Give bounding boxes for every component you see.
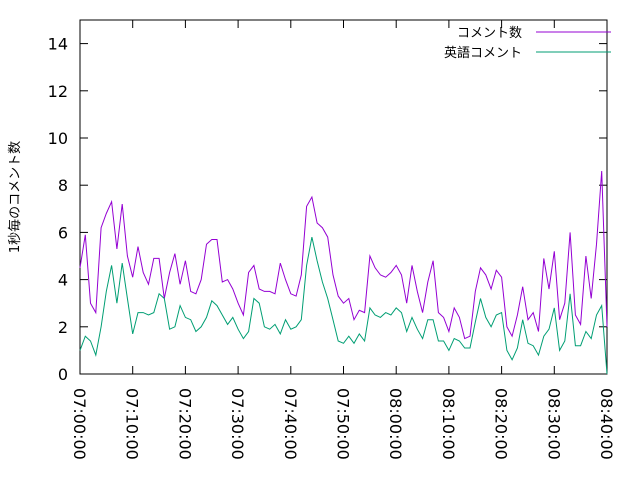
y-tick-label: 12 bbox=[48, 82, 68, 101]
x-tick-label: 07:20:00 bbox=[175, 388, 194, 460]
x-tick-label: 08:40:00 bbox=[597, 388, 616, 460]
y-tick-label: 2 bbox=[58, 318, 68, 337]
series-line-2 bbox=[79, 236, 608, 375]
y-tick-label: 14 bbox=[48, 35, 68, 54]
x-tick-label: 07:10:00 bbox=[123, 388, 142, 460]
y-tick-label: 6 bbox=[58, 223, 68, 242]
x-tick-label: 07:00:00 bbox=[70, 388, 89, 460]
y-tick-label: 4 bbox=[58, 271, 68, 290]
series-line-1 bbox=[79, 170, 608, 340]
x-tick-label: 08:20:00 bbox=[492, 388, 511, 460]
series-lines bbox=[79, 170, 608, 375]
y-tick-label: 0 bbox=[58, 365, 68, 384]
y-tick-label: 10 bbox=[48, 129, 68, 148]
legend-label-1: コメント数 bbox=[457, 26, 522, 41]
x-tick-label: 07:30:00 bbox=[228, 388, 247, 460]
legend-label-2: 英語コメント bbox=[444, 45, 522, 61]
x-tick-label: 08:30:00 bbox=[544, 388, 563, 460]
y-axis-label: 1秒毎のコメント数 bbox=[7, 141, 23, 253]
axes: 0 2 4 6 8 10 12 14 07:00:00 07:10:00 07:20:00 07:30… bbox=[48, 19, 616, 460]
x-tick-label: 07:50:00 bbox=[334, 388, 353, 460]
plot-border bbox=[79, 19, 608, 375]
y-tick-label: 8 bbox=[58, 176, 68, 195]
x-tick-label: 08:00:00 bbox=[386, 388, 405, 460]
x-tick-label: 08:10:00 bbox=[439, 388, 458, 460]
x-tick-label: 07:40:00 bbox=[281, 388, 300, 460]
